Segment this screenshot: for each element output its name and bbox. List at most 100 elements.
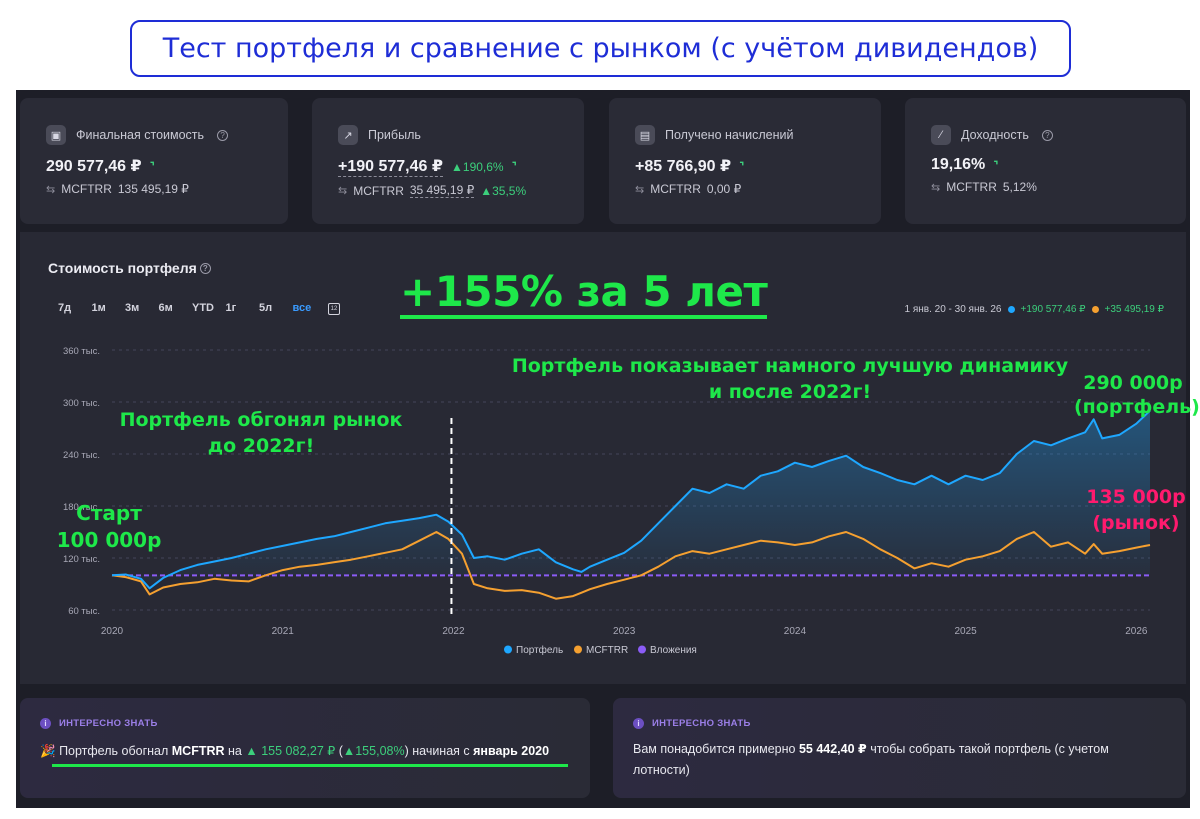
info-label: ИНТЕРЕСНО ЗНАТЬ — [652, 718, 751, 729]
stat-label: Получено начислений — [665, 128, 794, 142]
y-tick-label: 60 тыс. — [68, 606, 100, 617]
x-tick-label: 2020 — [101, 626, 124, 637]
triangle-up-icon: ▲ — [451, 159, 463, 174]
compare-icon: ⇆ — [635, 183, 645, 196]
chart-line-icon: ↗ — [338, 125, 358, 145]
portfolio-area — [112, 410, 1150, 589]
range-1m-button[interactable]: 1м — [91, 302, 106, 314]
annotation-before-2022: Портфель обгонял рынок до 2022г! — [119, 409, 403, 457]
chart-panel: 60 тыс. 120 тыс. 180 тыс. 240 тыс. 300 тыс. 3… — [20, 232, 1200, 684]
portfolio-delta: +190 577,46 ₽ — [1020, 304, 1086, 315]
annotation-end-bench: 135 000р (рынок) — [1086, 486, 1186, 534]
portfolio-dot — [1007, 306, 1015, 313]
bench-label: MCFTRR — [650, 182, 701, 196]
y-tick-label: 300 тыс. — [63, 398, 100, 409]
stat-label: Финальная стоимость — [76, 128, 205, 142]
legend-label: MCFTRR — [586, 645, 628, 656]
stat-label: Доходность — [961, 128, 1029, 142]
annotation-underline — [52, 764, 568, 767]
y-tick-label: 180 тыс. — [63, 502, 100, 513]
info-text: Вам понадобится примерно 55 442,40 ₽ что… — [633, 742, 1109, 777]
info-card-outperform: i ИНТЕРЕСНО ЗНАТЬ 🎉 Портфель обогнал MCF… — [20, 698, 590, 798]
arrow-up-right-icon: ⌝ — [993, 159, 999, 172]
x-tick-label: 2023 — [613, 626, 636, 637]
stat-value: +190 577,46 ₽ — [338, 158, 443, 177]
info-card-needed-capital: i ИНТЕРЕСНО ЗНАТЬ Вам понадобится пример… — [613, 698, 1186, 798]
info-label: ИНТЕРЕСНО ЗНАТЬ — [59, 718, 158, 729]
range-selector: 7д 1м 3м 6м YTD 1г 5л все 12 — [58, 302, 340, 315]
bench-value: 35 495,19 ₽ — [409, 183, 475, 198]
x-tick-label: 2024 — [784, 626, 807, 637]
bench-pct: ▲35,5% — [480, 183, 527, 198]
stat-card-final-value: ▣ Финальная стоимость? 290 577,46 ₽ ⌝ ⇆ … — [20, 98, 288, 224]
annotation-start: Старт 100 000р — [56, 501, 162, 552]
party-icon: 🎉 — [40, 744, 56, 758]
stat-card-profit: ↗ Прибыль +190 577,46 ₽ ▲190,6% ⌝ ⇆ MCFT… — [312, 98, 584, 224]
y-tick-label: 360 тыс. — [63, 346, 100, 357]
range-3m-button[interactable]: 3м — [125, 302, 140, 314]
compare-icon: ⇆ — [338, 185, 348, 197]
help-icon[interactable]: ? — [199, 263, 211, 274]
series-portfolio-line — [111, 409, 1151, 590]
stat-label: Прибыль — [368, 128, 421, 142]
legend-dot — [638, 645, 646, 654]
period-summary: 1 янв. 20 - 30 янв. 26 +190 577,46 ₽ +35… — [905, 304, 1165, 315]
x-tick-label: 2026 — [1125, 626, 1148, 637]
compare-icon: ⇆ — [46, 183, 56, 196]
chart-title: Стоимость портфеля? — [48, 260, 211, 276]
bench-value: 5,12% — [1002, 180, 1037, 194]
portfolio-app: ▣ Финальная стоимость? 290 577,46 ₽ ⌝ ⇆ … — [16, 90, 1200, 808]
arrow-up-right-icon: ⌝ — [511, 161, 517, 173]
info-icon: i — [633, 718, 644, 729]
arrow-up-right-icon: ⌝ — [739, 160, 745, 173]
stat-pct: ▲190,6% — [451, 159, 504, 174]
period-label: 1 янв. 20 - 30 янв. 26 — [904, 304, 1002, 315]
stat-value: 290 577,46 ₽ — [46, 158, 142, 175]
legend-label: Портфель — [516, 644, 563, 656]
bench-label: MCFTRR — [61, 182, 112, 196]
stat-card-yield: ⁄ Доходность? 19,16% ⌝ ⇆ MCFTRR 5,12% — [905, 98, 1186, 224]
help-icon[interactable]: ? — [1041, 129, 1053, 141]
wallet-icon: ▣ — [46, 125, 66, 145]
legend-dot — [504, 645, 512, 654]
bench-label: MCFTRR — [353, 183, 404, 198]
calendar-icon[interactable]: 12 — [328, 303, 340, 315]
receipt-icon: ▤ — [635, 125, 655, 145]
legend-dot — [574, 645, 582, 654]
help-icon[interactable]: ? — [217, 129, 229, 141]
bench-value: 135 495,19 ₽ — [117, 182, 189, 196]
x-tick-label: 2021 — [272, 626, 295, 637]
stat-value: 19,16% — [931, 156, 986, 173]
stat-value: +85 766,90 ₽ — [635, 158, 732, 175]
portfolio-chart[interactable]: 60 тыс. 120 тыс. 180 тыс. 240 тыс. 300 тыс. 3… — [20, 232, 1186, 684]
info-icon: i — [40, 718, 51, 729]
x-tick-label: 2022 — [442, 626, 465, 637]
range-7d-button[interactable]: 7д — [58, 302, 72, 314]
percent-icon: ⁄ — [931, 125, 951, 145]
y-tick-label: 240 тыс. — [63, 450, 100, 461]
legend-label: Вложения — [650, 645, 697, 656]
y-tick-label: 120 тыс. — [63, 554, 100, 565]
compare-icon: ⇆ — [931, 181, 941, 194]
triangle-up-icon: ▲ — [480, 183, 493, 198]
headline-annotation: +155% за 5 лет — [400, 268, 768, 320]
bench-dot — [1091, 306, 1099, 313]
range-all-button[interactable]: все — [292, 302, 312, 314]
bench-label: MCFTRR — [946, 180, 997, 194]
range-1y-button[interactable]: 1г — [225, 302, 237, 314]
triangle-up-icon: ▲ — [245, 744, 258, 758]
triangle-up-icon: ▲ — [342, 744, 356, 758]
series-bench-line — [111, 531, 1151, 600]
range-5y-button[interactable]: 5л — [259, 302, 273, 314]
annotation-end-portfolio: 290 000р (портфель) — [1074, 372, 1200, 418]
bench-delta: +35 495,19 ₽ — [1104, 304, 1164, 315]
annotation-after-2022: Портфель показывает намного лучшую динам… — [511, 355, 1069, 403]
x-tick-label: 2025 — [954, 626, 977, 637]
info-text: 🎉 Портфель обогнал MCFTRR на ▲ 155 082,2… — [40, 744, 550, 758]
page-title: Тест портфеля и сравнение с рынком (с уч… — [130, 20, 1071, 77]
bench-value: 0,00 ₽ — [706, 182, 742, 196]
range-ytd-button[interactable]: YTD — [192, 302, 214, 314]
range-6m-button[interactable]: 6м — [158, 302, 173, 314]
stat-card-income: ▤ Получено начислений +85 766,90 ₽ ⌝ ⇆ M… — [609, 98, 881, 224]
arrow-up-right-icon: ⌝ — [149, 160, 155, 173]
